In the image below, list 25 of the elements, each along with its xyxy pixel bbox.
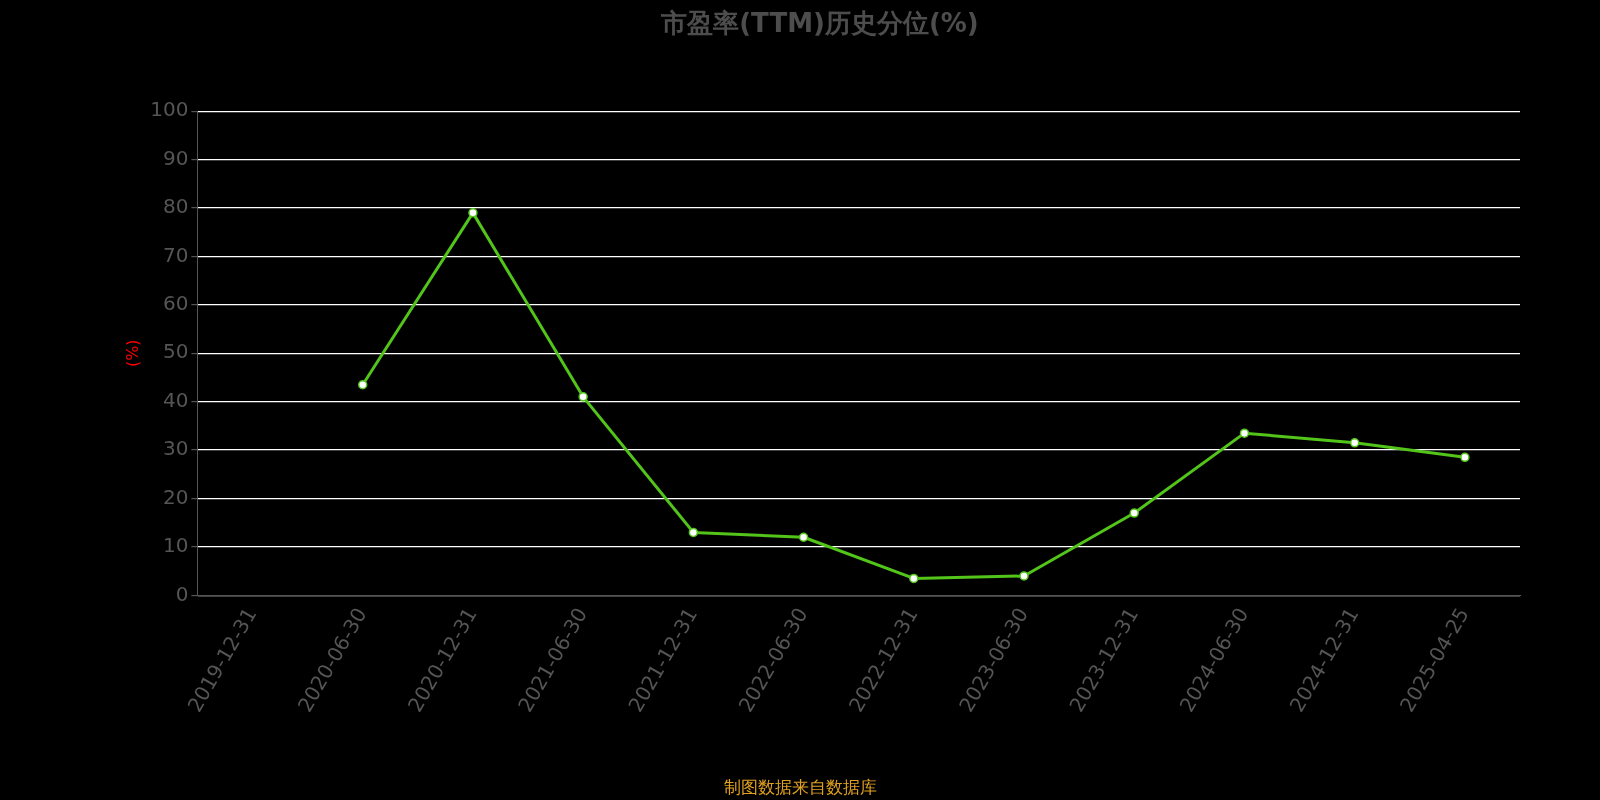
y-tick-label: 10 (162, 533, 189, 558)
y-axis-title: (%) (122, 339, 142, 368)
y-tick-label: 90 (162, 145, 189, 170)
y-tick-label: 0 (175, 581, 189, 606)
point (688, 527, 699, 538)
y-tick-label: 70 (162, 242, 189, 267)
point (909, 573, 919, 584)
point (1460, 452, 1470, 463)
chart-title: 市盈率(TTM)历史分位(%) (660, 8, 979, 39)
point (1239, 428, 1250, 438)
y-tick-label: 80 (162, 194, 189, 219)
point (357, 379, 368, 390)
y-tick-label: 100 (150, 97, 189, 122)
point (578, 392, 588, 402)
y-tick-label: 50 (162, 339, 189, 364)
y-tick-label: 40 (162, 387, 189, 412)
y-tick-label: 60 (162, 291, 189, 316)
y-tick-label: 30 (162, 436, 189, 461)
point (1019, 571, 1029, 581)
y-tick-label: 20 (162, 484, 189, 509)
text: 制图数据来自数据库 (722, 776, 878, 799)
point (798, 532, 809, 542)
point (1349, 438, 1360, 448)
point (1129, 508, 1139, 518)
point (468, 208, 478, 218)
